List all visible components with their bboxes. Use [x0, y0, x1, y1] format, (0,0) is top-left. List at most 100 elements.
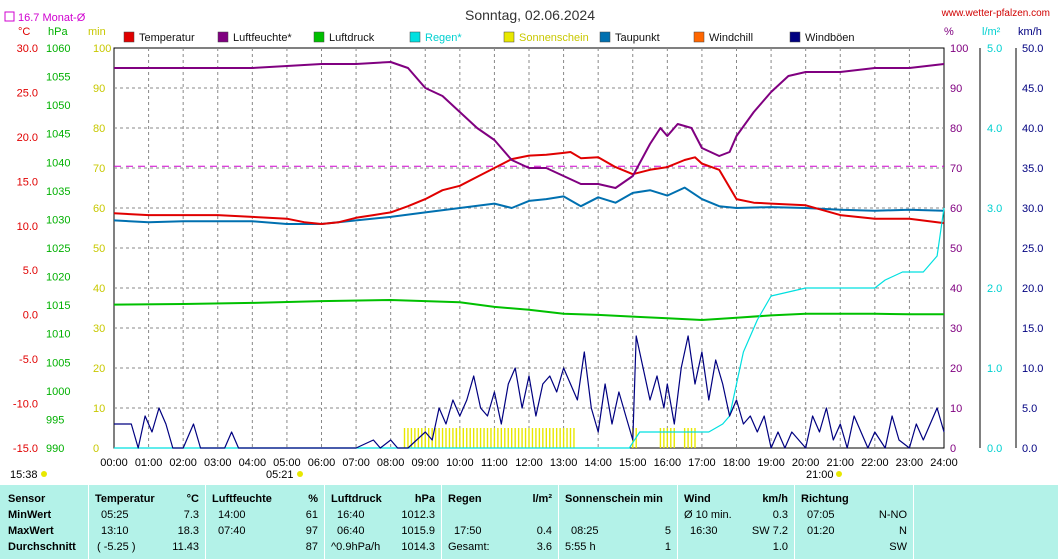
- humidity-axis-tick: 0: [950, 443, 956, 455]
- series-line-luftdruck: [113, 299, 944, 321]
- stats-press-unit: hPa: [414, 493, 435, 505]
- stats-press-max-val: 1015.9: [401, 525, 435, 537]
- stats-press-header: Luftdruck: [331, 493, 382, 505]
- sunshine-axis-tick: 50: [93, 243, 105, 255]
- sunrise-icon: [297, 471, 303, 477]
- legend-label: Taupunkt: [615, 32, 660, 44]
- stats-col-wind: Wind km/h Ø 10 min. 0.3 16:30 SW 7.2 1.0: [678, 485, 794, 559]
- weather-chart: 30.0 25.0 20.0 15.0 10.0 5.0 0.0 -5.0 -10.0 -15.0…: [4, 7, 1050, 481]
- stats-sep: [913, 485, 914, 559]
- series-line-taupunkt: [113, 186, 945, 225]
- x-tick-label: 05:00: [273, 457, 301, 469]
- wind-axis-tick: 40.0: [1022, 123, 1043, 135]
- stats-col-pressure: Luftdruck hPa 16:40 1012.3 06:40 1015.9 …: [325, 485, 441, 559]
- pressure-axis-tick: 1050: [46, 100, 70, 112]
- pressure-axis-tick: 1010: [46, 329, 70, 341]
- humidity-axis-tick: 80: [950, 123, 962, 135]
- stats-sensor-header: Sensor: [8, 493, 46, 505]
- legend-swatch: [217, 31, 229, 43]
- wind-axis-tick: 10.0: [1022, 363, 1043, 375]
- legend-swatch: [313, 31, 325, 43]
- wind-axis-tick: 20.0: [1022, 283, 1043, 295]
- stats-wind-unit: km/h: [762, 493, 788, 505]
- unit-celsius: °C: [18, 26, 30, 38]
- sunshine-axis-tick: 20: [93, 363, 105, 375]
- temperature-axis-tick: 5.0: [23, 265, 38, 277]
- stats-sep: [677, 485, 678, 559]
- site-link[interactable]: www.wetter-pfalzen.com: [941, 8, 1050, 19]
- series-lines: [113, 61, 945, 449]
- stats-press-avg-time: ^0.9hPa/h: [331, 541, 381, 553]
- monthly-avg-icon: [4, 11, 15, 22]
- temperature-axis-tick: 10.0: [17, 221, 38, 233]
- x-tick-label: 16:00: [654, 457, 682, 469]
- x-tick-label: 22:00: [861, 457, 889, 469]
- pressure-axis-tick: 1030: [46, 214, 70, 226]
- sunshine-axis-tick: 80: [93, 123, 105, 135]
- stats-rain-unit: l/m²: [532, 493, 552, 505]
- legend-swatch: [409, 31, 421, 43]
- stats-rain-max-time: 17:50: [454, 525, 482, 537]
- unit-rain: l/m²: [982, 26, 1001, 38]
- x-tick-label: 11:00: [481, 457, 508, 469]
- sunshine-axis-tick: 100: [93, 43, 111, 55]
- stats-sun-header: Sonnenschein min: [565, 493, 663, 505]
- x-tick-label: 15:00: [619, 457, 647, 469]
- monthly-avg-label: 16.7 Monat-Ø: [18, 12, 86, 24]
- stats-hum-unit: %: [308, 493, 318, 505]
- stats-temp-unit: °C: [186, 493, 199, 505]
- stats-col-sunshine: Sonnenschein min 08:25 5 5:55 h 1: [559, 485, 677, 559]
- pressure-axis-tick: 1005: [46, 357, 70, 369]
- stats-temp-max-time: 13:10: [101, 525, 129, 537]
- sunshine-axis-tick: 0: [93, 443, 99, 455]
- stats-wind-min-val: 0.3: [772, 509, 788, 521]
- stats-temp-min-val: 7.3: [183, 509, 199, 521]
- legend: Temperatur Luftfeuchte* Luftdruck Regen* Son…: [123, 31, 855, 44]
- x-tick-label: 21:00: [826, 457, 854, 469]
- legend-label: Temperatur: [139, 32, 195, 44]
- stats-sep: [558, 485, 559, 559]
- series-line-regen: [114, 207, 945, 449]
- axes: 30.0 25.0 20.0 15.0 10.0 5.0 0.0 -5.0 -10.0 -15.0…: [13, 43, 1044, 469]
- temperature-axis-tick: -5.0: [19, 354, 38, 366]
- sunshine-axis-tick: 90: [93, 83, 105, 95]
- wind-axis-tick: 15.0: [1022, 323, 1043, 335]
- x-tick-label: 01:00: [135, 457, 163, 469]
- unit-percent: %: [944, 26, 954, 38]
- legend-swatch: [123, 31, 135, 43]
- stats-dir-header: Richtung: [801, 493, 849, 505]
- humidity-axis-tick: 30: [950, 323, 962, 335]
- humidity-axis-tick: 100: [950, 43, 968, 55]
- stats-wind-header: Wind: [684, 493, 711, 505]
- sunshine-axis-tick: 10: [93, 403, 105, 415]
- stats-dir-avg-val: SW: [889, 541, 907, 553]
- rain-axis-tick: 1.0: [987, 363, 1002, 375]
- pressure-axis-tick: 1025: [46, 243, 70, 255]
- stats-wind-min-time: Ø 10 min.: [684, 509, 732, 521]
- humidity-axis-tick: 90: [950, 83, 962, 95]
- sunshine-axis-tick: 40: [93, 283, 105, 295]
- stats-sensor-min: MinWert: [8, 509, 52, 521]
- sunshine-bars: [403, 428, 696, 448]
- sunset-icon: [836, 471, 842, 477]
- stats-temp-avg-time: ( -5.25 ): [97, 541, 136, 553]
- wind-axis-tick: 50.0: [1022, 43, 1043, 55]
- stats-col-sensor: Sensor MinWert MaxWert Durchschnitt: [0, 485, 88, 559]
- unit-hpa: hPa: [48, 26, 68, 38]
- legend-label: Luftdruck: [329, 32, 375, 44]
- temperature-axis-tick: 30.0: [17, 43, 38, 55]
- legend-label: Sonnenschein: [519, 32, 589, 44]
- stats-dir-min-time: 07:05: [807, 509, 835, 521]
- stats-dir-max-val: N: [899, 525, 907, 537]
- x-tick-label: 14:00: [584, 457, 612, 469]
- pressure-axis-tick: 1055: [46, 72, 70, 84]
- stats-wind-avg-val: 1.0: [772, 541, 788, 553]
- stats-sep: [794, 485, 795, 559]
- stats-sensor-avg: Durchschnitt: [8, 541, 76, 553]
- temperature-axis-tick: 15.0: [17, 176, 38, 188]
- stats-sun-max-time: 08:25: [571, 525, 599, 537]
- stats-temp-min-time: 05:25: [101, 509, 129, 521]
- stats-press-min-time: 16:40: [337, 509, 365, 521]
- x-tick-label: 08:00: [377, 457, 405, 469]
- x-tick-label: 02:00: [169, 457, 197, 469]
